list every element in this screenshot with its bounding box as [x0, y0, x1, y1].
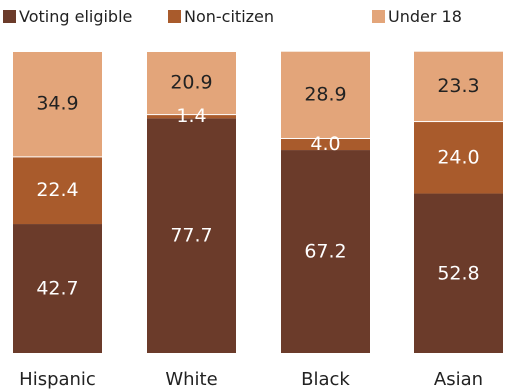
bar-segment-black-voting-eligible: [281, 150, 370, 353]
data-label-hispanic-non-citizen: 22.4: [36, 179, 78, 201]
bar-segment-hispanic-non-citizen: [13, 157, 102, 225]
data-label-white-non-citizen: 1.4: [176, 105, 206, 127]
bar-labels: 42.7 22.4 34.9 77.7 1.4 20.9 67.2 4.0 28.9 52.8 24…: [36, 72, 479, 300]
data-label-black-voting-eligible: 67.2: [304, 241, 346, 263]
bar-segment-black-non-citizen: [281, 138, 370, 151]
data-label-black-non-citizen: 4.0: [310, 133, 340, 155]
data-label-hispanic-under-18: 34.9: [36, 93, 78, 115]
bar-segment-asian-under-18: [414, 51, 503, 122]
data-label-asian-voting-eligible: 52.8: [437, 262, 479, 284]
bar-segment-white-voting-eligible: [147, 118, 236, 353]
data-label-black-under-18: 28.9: [304, 83, 346, 105]
data-label-white-under-18: 20.9: [170, 72, 212, 94]
bars: [13, 51, 503, 353]
legend-label-under-18: Under 18: [388, 7, 462, 26]
bar-segment-hispanic-voting-eligible: [13, 224, 102, 353]
legend: Voting eligible Non-citizen Under 18: [3, 7, 462, 26]
bar-segment-black-under-18: [281, 51, 370, 138]
data-label-white-voting-eligible: 77.7: [170, 225, 212, 247]
data-label-asian-under-18: 23.3: [437, 75, 479, 97]
legend-swatch-non-citizen: [168, 10, 181, 23]
category-label-hispanic: Hispanic: [19, 369, 96, 389]
legend-item-voting-eligible: Voting eligible: [3, 7, 132, 26]
category-labels: Hispanic White Black Asian: [19, 369, 483, 389]
legend-swatch-voting-eligible: [3, 10, 16, 23]
bar-segment-asian-voting-eligible: [414, 193, 503, 353]
legend-label-voting-eligible: Voting eligible: [19, 7, 132, 26]
legend-label-non-citizen: Non-citizen: [184, 7, 274, 26]
legend-swatch-under-18: [372, 10, 385, 23]
bar-segment-asian-non-citizen: [414, 122, 503, 194]
legend-item-non-citizen: Non-citizen: [168, 7, 274, 26]
bar-segment-white-non-citizen: [147, 115, 236, 119]
category-label-black: Black: [301, 369, 350, 389]
data-label-asian-non-citizen: 24.0: [437, 146, 479, 168]
category-label-white: White: [165, 369, 217, 389]
bar-segment-hispanic-under-18: [13, 52, 102, 157]
legend-item-under-18: Under 18: [372, 7, 462, 26]
category-label-asian: Asian: [434, 369, 483, 389]
data-label-hispanic-voting-eligible: 42.7: [36, 278, 78, 300]
bar-segment-white-under-18: [147, 52, 236, 115]
